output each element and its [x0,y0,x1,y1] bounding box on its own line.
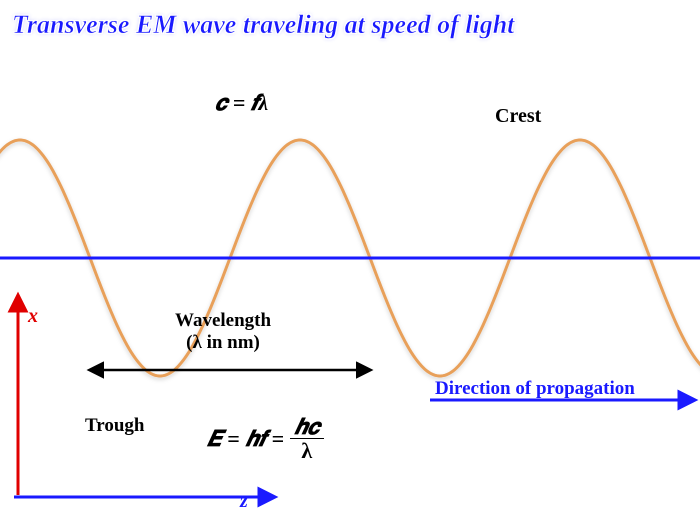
wavelength-label: Wavelength (λ in nm) [175,310,271,354]
trough-label: Trough [85,415,145,437]
energy-eq-denominator: λ [297,439,316,462]
wavelength-line1: Wavelength [175,310,271,332]
z-axis-label: z [240,490,248,513]
propagation-label: Direction of propagation [435,378,635,400]
diagram-title: Transverse EM wave traveling at speed of… [12,10,514,40]
energy-eq-left: 𝑬 = 𝒉𝒇 = [207,426,284,452]
energy-eq-numerator: 𝒉𝒄 [290,415,324,439]
wavelength-line2: (λ in nm) [175,332,271,354]
crest-label: Crest [495,105,541,128]
energy-equation: 𝑬 = 𝒉𝒇 = 𝒉𝒄 λ [207,415,324,462]
diagram-canvas [0,0,700,525]
energy-eq-fraction: 𝒉𝒄 λ [290,415,324,462]
x-axis-label: x [28,305,38,328]
speed-equation: 𝒄 = 𝒇λ [215,90,268,116]
